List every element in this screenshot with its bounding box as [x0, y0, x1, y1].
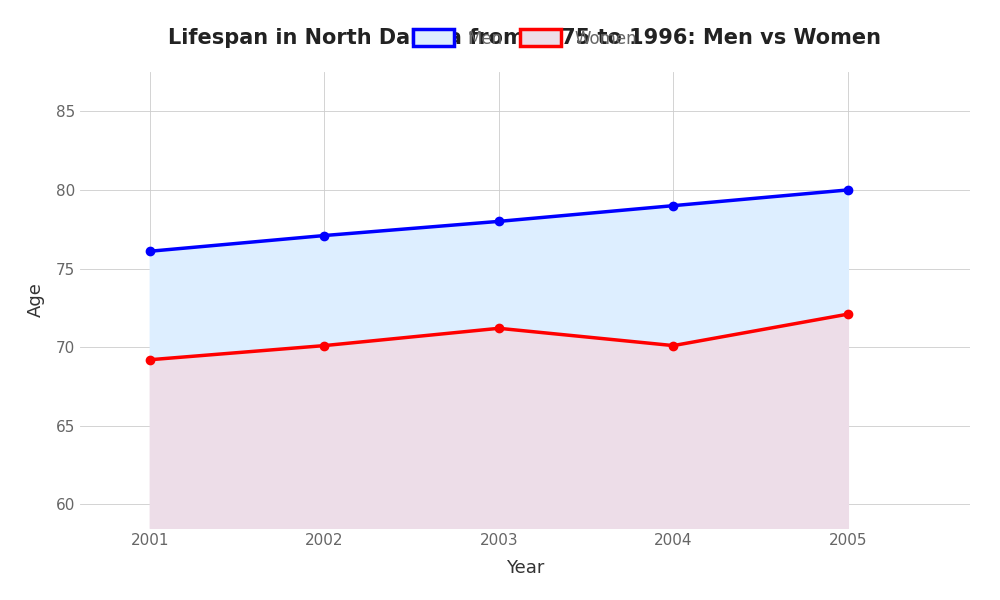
X-axis label: Year: Year: [506, 559, 544, 577]
Title: Lifespan in North Dakota from 1975 to 1996: Men vs Women: Lifespan in North Dakota from 1975 to 19…: [168, 28, 882, 48]
Y-axis label: Age: Age: [27, 283, 45, 317]
Legend: Men, Women: Men, Women: [404, 21, 646, 56]
